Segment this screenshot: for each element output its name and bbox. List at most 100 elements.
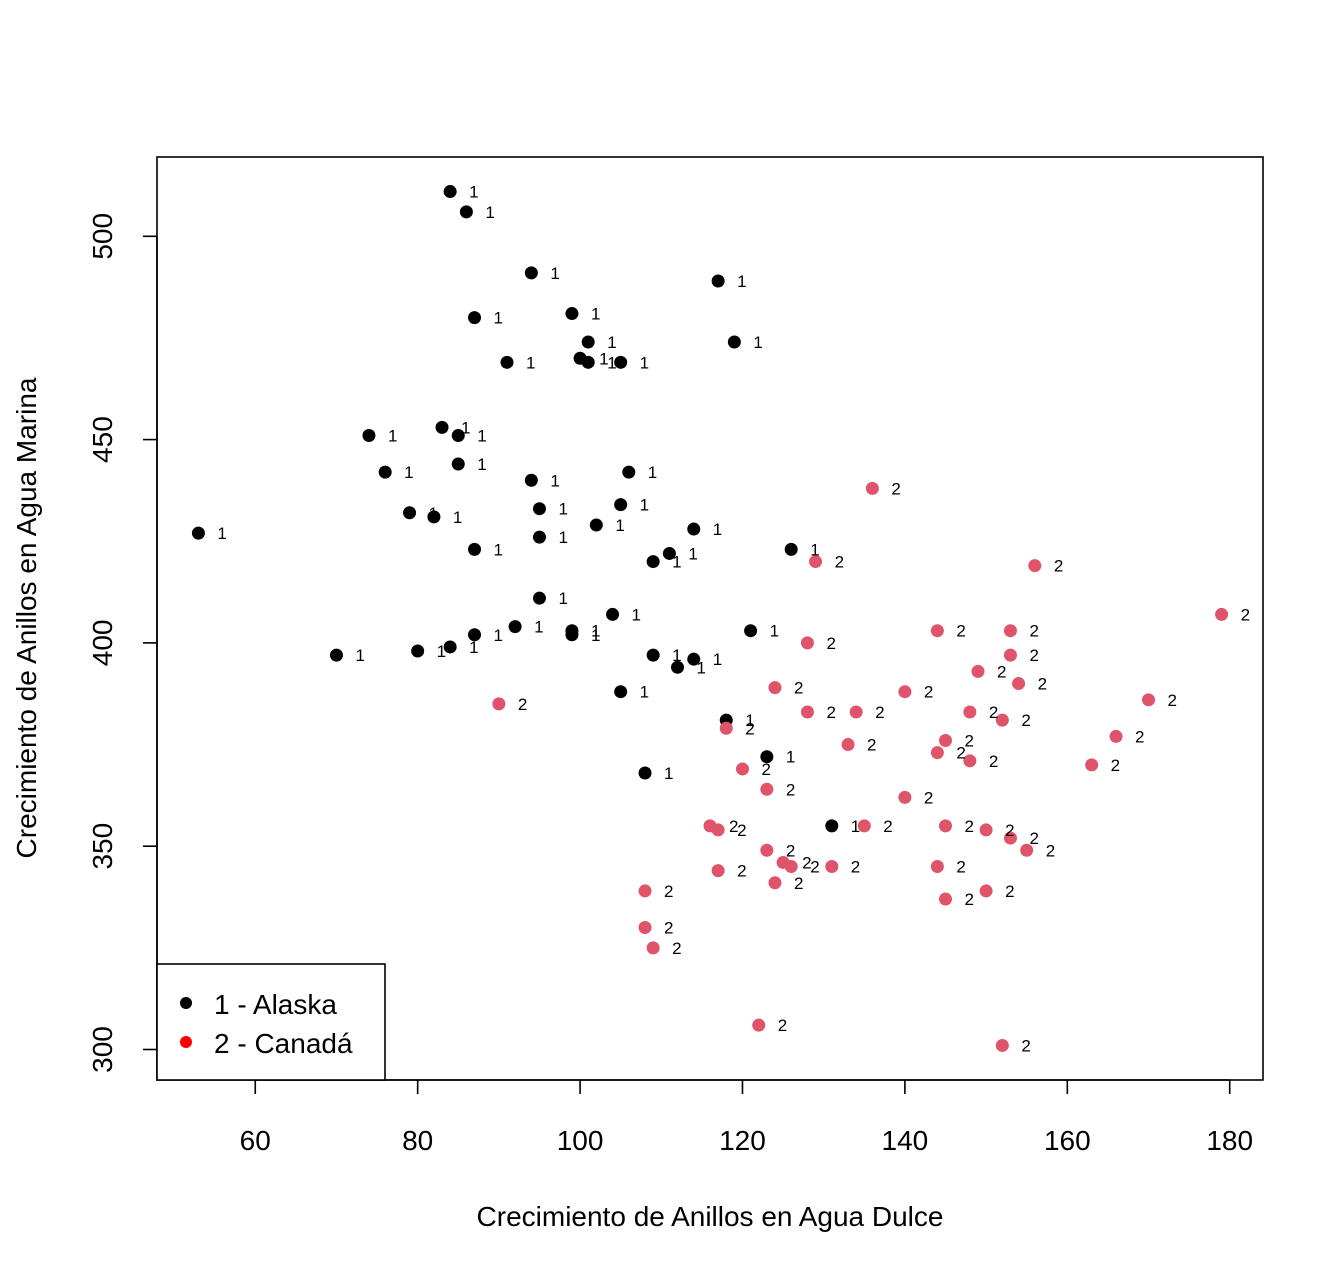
point-label: 2 [1054, 557, 1063, 576]
point-label: 1 [453, 508, 462, 527]
point-label: 2 [778, 1016, 787, 1035]
point-label: 1 [477, 455, 486, 474]
point-label: 2 [851, 858, 860, 877]
data-point [646, 941, 660, 955]
data-point [711, 864, 725, 878]
point-label: 2 [1021, 1036, 1030, 1055]
point-label: 2 [956, 858, 965, 877]
x-tick-label: 120 [719, 1125, 766, 1156]
data-point [687, 522, 701, 536]
data-point [638, 921, 652, 935]
point-label: 2 [997, 662, 1006, 681]
data-point [459, 205, 473, 219]
data-point [800, 636, 814, 650]
data-point [646, 648, 660, 662]
data-point [744, 624, 758, 638]
point-label: 2 [737, 862, 746, 881]
point-label: 2 [875, 703, 884, 722]
y-tick-label: 350 [87, 823, 118, 870]
point-label: 2 [883, 817, 892, 836]
point-label: 2 [891, 479, 900, 498]
y-axis: 300 350 400 450 500 [87, 213, 158, 1073]
point-label: 1 [494, 626, 503, 645]
point-label: 1 [697, 658, 706, 677]
point-label: 1 [648, 463, 657, 482]
point-label: 1 [526, 353, 535, 372]
data-point [1012, 677, 1026, 691]
data-point [930, 860, 944, 874]
point-label: 1 [477, 427, 486, 446]
y-axis-title: Crecimiento de Anillos en Agua Marina [11, 377, 42, 858]
data-point [329, 648, 343, 662]
point-label: 2 [786, 780, 795, 799]
data-point [581, 335, 595, 349]
point-label: 2 [664, 919, 673, 938]
point-label: 1 [355, 646, 364, 665]
point-label: 1 [591, 626, 600, 645]
data-point [443, 185, 457, 199]
legend-marker-canada [180, 1036, 192, 1048]
data-point [1003, 624, 1017, 638]
data-point [898, 790, 912, 804]
point-label: 1 [534, 618, 543, 637]
data-point [500, 355, 514, 369]
data-point [752, 1018, 766, 1032]
data-point [849, 705, 863, 719]
point-label: 1 [550, 264, 559, 283]
data-point [589, 518, 603, 532]
legend-marker-alaska [180, 997, 192, 1009]
point-label: 1 [485, 203, 494, 222]
data-point [662, 546, 676, 560]
point-label: 2 [761, 760, 770, 779]
data-point [468, 628, 482, 642]
point-label: 1 [469, 638, 478, 657]
legend: 1 - Alaska 2 - Canadá [156, 963, 386, 1081]
point-label: 1 [745, 711, 754, 730]
y-tick-label: 450 [87, 416, 118, 463]
point-label: 1 [461, 418, 470, 437]
data-point [411, 644, 425, 658]
point-label: 1 [404, 463, 413, 482]
data-point [1085, 758, 1099, 772]
data-point [938, 892, 952, 906]
point-label: 2 [1168, 691, 1177, 710]
point-label: 1 [664, 764, 673, 783]
point-label: 2 [1046, 841, 1055, 860]
plot-frame [156, 156, 1264, 1081]
data-point [614, 498, 628, 512]
point-label: 1 [607, 333, 616, 352]
data-point [719, 721, 733, 735]
data-point [711, 274, 725, 288]
point-label: 2 [1029, 646, 1038, 665]
data-point [687, 652, 701, 666]
point-label: 1 [640, 353, 649, 372]
data-point [1003, 831, 1017, 845]
data-point [760, 782, 774, 796]
point-label: 2 [924, 788, 933, 807]
data-point [963, 754, 977, 768]
point-label: 1 [672, 553, 681, 572]
data-point [581, 355, 595, 369]
data-point [865, 481, 879, 495]
point-label: 1 [599, 349, 608, 368]
data-point [1142, 693, 1156, 707]
point-label: 2 [672, 939, 681, 958]
data-point [524, 266, 538, 280]
data-point [492, 697, 506, 711]
point-label: 2 [1005, 821, 1014, 840]
point-label: 1 [770, 622, 779, 641]
point-label: 1 [753, 333, 762, 352]
data-point [532, 591, 546, 605]
point-label: 2 [924, 683, 933, 702]
data-point [532, 530, 546, 544]
x-tick-label: 140 [882, 1125, 929, 1156]
data-point [614, 355, 628, 369]
point-label: 2 [989, 752, 998, 771]
data-point [638, 766, 652, 780]
point-label: 2 [518, 695, 527, 714]
data-point [735, 762, 749, 776]
point-label: 1 [672, 646, 681, 665]
data-point [930, 624, 944, 638]
data-point [760, 843, 774, 857]
